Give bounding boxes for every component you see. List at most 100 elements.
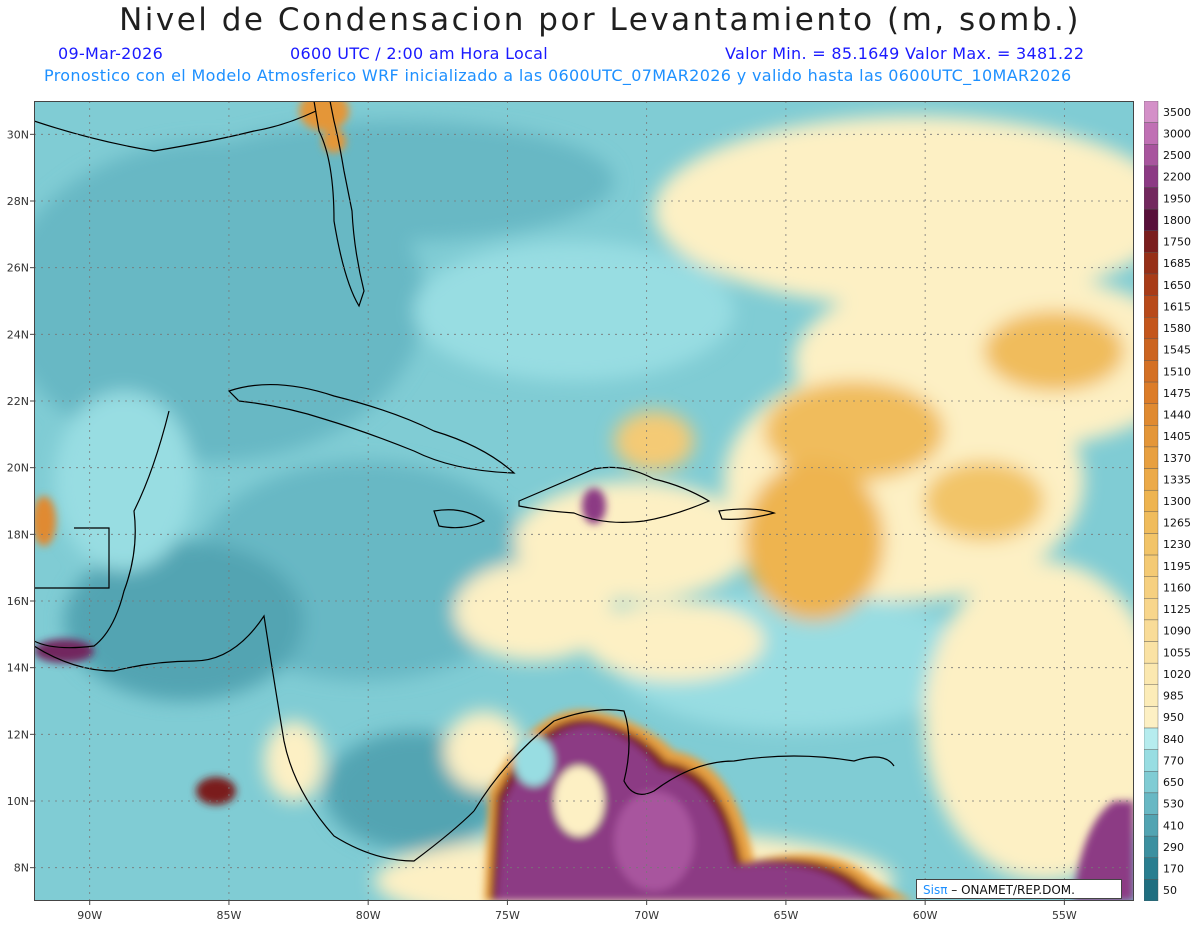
colorbar-label: 1950	[1163, 192, 1191, 205]
lat-tick-label: 22N	[7, 395, 29, 408]
colorbar-swatch	[1144, 771, 1159, 794]
colorbar-swatch	[1144, 835, 1159, 858]
colorbar-swatch	[1144, 425, 1159, 448]
colorbar-label: 410	[1163, 819, 1184, 832]
colorbar-swatch	[1144, 338, 1159, 361]
colorbar-label: 3500	[1163, 106, 1191, 119]
colorbar-swatch	[1144, 814, 1159, 837]
colorbar-label: 1650	[1163, 279, 1191, 292]
coastlines	[34, 101, 895, 862]
colorbar-swatch	[1144, 706, 1159, 729]
colorbar-label: 1370	[1163, 452, 1191, 465]
colorbar-swatch	[1144, 468, 1159, 491]
colorbar-label: 985	[1163, 690, 1184, 703]
colorbar-swatch	[1144, 662, 1159, 685]
colorbar-swatch	[1144, 749, 1159, 772]
colorbar-swatch	[1144, 598, 1159, 621]
colorbar-label: 1475	[1163, 387, 1191, 400]
colorbar-swatch	[1144, 792, 1159, 815]
lon-tick-label: 75W	[495, 909, 520, 922]
colorbar-swatch	[1144, 489, 1159, 513]
colorbar-label: 2200	[1163, 171, 1191, 184]
lat-tick-label: 28N	[7, 195, 29, 208]
forecast-time: 0600 UTC / 2:00 am Hora Local	[290, 44, 549, 63]
lat-tick-label: 26N	[7, 262, 29, 275]
colorbar-label: 1265	[1163, 517, 1191, 530]
colorbar-label: 840	[1163, 733, 1184, 746]
colorbar-label: 650	[1163, 776, 1184, 789]
colorbar-swatch	[1144, 187, 1159, 210]
colorbar-swatch	[1144, 727, 1159, 750]
lon-tick-label: 80W	[356, 909, 381, 922]
colorbar-label: 1335	[1163, 473, 1191, 486]
colorbar-label: 1800	[1163, 214, 1191, 227]
colorbar-swatch	[1144, 533, 1159, 556]
colorbar-swatch	[1144, 252, 1159, 275]
colorbar-label: 1750	[1163, 236, 1191, 249]
colorbar-swatch	[1144, 446, 1159, 469]
min-max-values: Valor Min. = 85.1649 Valor Max. = 3481.2…	[725, 44, 1085, 63]
colorbar-label: 1580	[1163, 322, 1191, 335]
lcl-map	[34, 101, 1134, 901]
colorbar-label: 2500	[1163, 149, 1191, 162]
colorbar: 3500 3000 2500 2200 1950 1800 1750 1685 1650 1615…	[1144, 101, 1191, 901]
lon-tick-label: 60W	[913, 909, 938, 922]
colorbar-label: 1545	[1163, 344, 1191, 357]
colorbar-label: 3000	[1163, 127, 1191, 140]
lat-tick-label: 30N	[7, 128, 29, 141]
colorbar-swatch	[1144, 879, 1159, 901]
forecast-date: 09-Mar-2026	[58, 44, 164, 63]
colorbar-swatch	[1144, 144, 1159, 167]
colorbar-label: 1300	[1163, 495, 1191, 508]
colorbar-label: 770	[1163, 754, 1184, 767]
colorbar-swatch	[1144, 273, 1159, 296]
colorbar-swatch	[1144, 317, 1159, 340]
colorbar-swatch	[1144, 230, 1159, 253]
lat-tick-label: 16N	[7, 595, 29, 608]
colorbar-label: 950	[1163, 711, 1184, 724]
colorbar-swatch	[1144, 511, 1159, 534]
colorbar-swatch	[1144, 403, 1159, 426]
colorbar-swatch	[1144, 101, 1159, 123]
colorbar-swatch	[1144, 619, 1159, 642]
colorbar-swatch	[1144, 295, 1159, 318]
lat-tick-label: 10N	[7, 795, 29, 808]
colorbar-label: 1020	[1163, 668, 1191, 681]
lon-tick-label: 65W	[773, 909, 798, 922]
colorbar-label: 290	[1163, 841, 1184, 854]
colorbar-label: 1405	[1163, 430, 1191, 443]
lcl-shaded-field	[34, 101, 1134, 901]
colorbar-swatch	[1144, 381, 1159, 404]
lat-tick-label: 20N	[7, 462, 29, 475]
colorbar-swatch	[1144, 641, 1159, 664]
colorbar-label: 1685	[1163, 257, 1191, 270]
lat-lon-gridlines	[34, 101, 1134, 901]
lat-tick-label: 14N	[7, 662, 29, 675]
colorbar-label: 1510	[1163, 365, 1191, 378]
colorbar-swatch	[1144, 360, 1159, 383]
colorbar-label: 530	[1163, 798, 1184, 811]
lon-tick-label: 85W	[216, 909, 241, 922]
colorbar-label: 50	[1163, 884, 1177, 897]
colorbar-label: 170	[1163, 863, 1184, 876]
colorbar-label: 1195	[1163, 560, 1191, 573]
colorbar-swatch	[1144, 554, 1159, 577]
colorbar-swatch	[1144, 576, 1159, 599]
colorbar-swatch	[1144, 857, 1159, 880]
onamet-logo: Sisπ – ONAMET/REP.DOM.	[916, 879, 1122, 899]
lat-tick-label: 18N	[7, 528, 29, 541]
lat-tick-label: 12N	[7, 728, 29, 741]
colorbar-label: 1160	[1163, 581, 1191, 594]
colorbar-swatch	[1144, 122, 1159, 145]
colorbar-swatch	[1144, 684, 1159, 707]
colorbar-label: 1055	[1163, 646, 1191, 659]
chart-title: Nivel de Condensacion por Levantamiento …	[119, 2, 1081, 38]
colorbar-label: 1230	[1163, 538, 1191, 551]
lon-tick-label: 70W	[634, 909, 659, 922]
colorbar-label: 1615	[1163, 300, 1191, 313]
colorbar-label: 1125	[1163, 603, 1191, 616]
lat-tick-label: 24N	[7, 328, 29, 341]
lat-tick-label: 8N	[14, 862, 29, 875]
colorbar-label: 1440	[1163, 409, 1191, 422]
colorbar-swatch	[1144, 165, 1159, 188]
